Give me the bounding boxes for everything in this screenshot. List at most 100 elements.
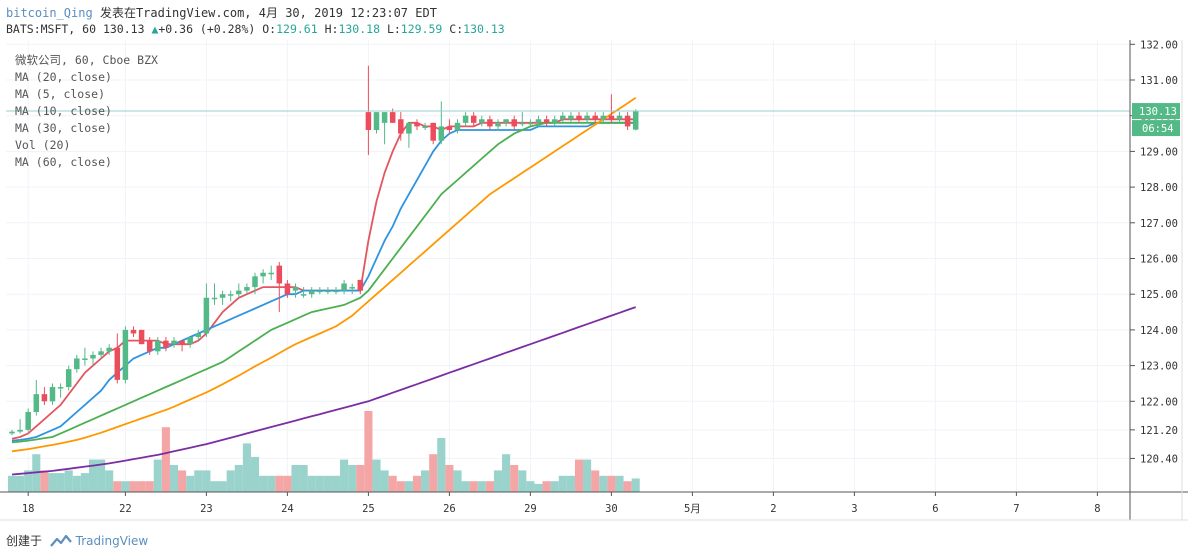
- volume-bar: [526, 481, 535, 492]
- legend-ma20[interactable]: MA (20, close): [15, 70, 112, 84]
- time-tick-label: 25: [362, 503, 375, 515]
- volume-bar: [275, 475, 284, 492]
- volume-bar: [80, 473, 89, 492]
- last-price-badge: [1132, 103, 1180, 120]
- legend-ma30[interactable]: MA (30, close): [15, 121, 112, 135]
- volume-bar: [421, 470, 430, 492]
- candle-body: [163, 340, 169, 348]
- volume-bar: [558, 475, 567, 492]
- volume-bar: [323, 475, 332, 492]
- candle-body: [171, 340, 177, 345]
- candle-body: [381, 112, 388, 123]
- volume-bar: [372, 459, 381, 492]
- candle-body: [268, 272, 274, 275]
- legend-ma60[interactable]: MA (60, close): [15, 155, 112, 169]
- candle-body: [600, 115, 607, 120]
- candle-body: [519, 122, 526, 125]
- candle-body: [511, 119, 517, 127]
- candle-body: [260, 272, 266, 277]
- volume-bar: [121, 481, 130, 492]
- volume-bar: [493, 470, 503, 492]
- tradingview-brand[interactable]: TradingView: [75, 534, 149, 548]
- candle-body: [195, 333, 202, 338]
- volume-bar: [437, 438, 446, 492]
- time-tick-label: 8: [1094, 503, 1100, 515]
- price-tick-label: 122.00: [1140, 396, 1178, 408]
- quote-line: BATS:MSFT, 60 130.13 ▲+0.36 (+0.28%) O:1…: [6, 22, 505, 36]
- legend-ma5[interactable]: MA (5, close): [15, 87, 106, 101]
- volume-bar: [218, 481, 227, 492]
- volume-bar: [169, 465, 179, 492]
- candle-body: [65, 369, 72, 388]
- volume-bar: [534, 483, 543, 492]
- candle-body: [446, 126, 453, 130]
- last-price: 130.13: [102, 22, 145, 36]
- candle-body: [284, 283, 291, 295]
- candle-body: [57, 387, 64, 389]
- price-tick-label: 132.00: [1140, 39, 1178, 51]
- legend-series-title[interactable]: 微软公司, 60, Cboe BZX: [15, 53, 158, 67]
- candle-body: [138, 329, 145, 345]
- candle-body: [389, 112, 396, 123]
- candle-body: [406, 122, 412, 134]
- candle-body: [576, 115, 582, 120]
- volume-bar: [412, 475, 422, 492]
- volume-bar: [137, 481, 146, 492]
- volume-bar: [186, 475, 195, 492]
- volume-bar: [299, 465, 308, 492]
- volume-bar: [242, 443, 251, 492]
- chart-header: bitcoin_Qing 发表在TradingView.com, 4月 30, …: [6, 4, 437, 21]
- ma-line: [11, 97, 637, 453]
- price-tick-label: 120.40: [1140, 453, 1178, 465]
- candle-body: [422, 126, 428, 128]
- volume-bar: [72, 475, 81, 492]
- up-arrow-icon: ▲: [151, 22, 159, 36]
- ma-line: [11, 121, 636, 444]
- candle-body: [430, 122, 436, 141]
- volume-bar: [445, 465, 454, 492]
- high-label: H:: [324, 22, 339, 36]
- volume-bar: [502, 454, 511, 492]
- price-tick-label: 124.00: [1140, 325, 1178, 337]
- candle-body: [365, 112, 372, 130]
- candle-body: [130, 329, 137, 334]
- candle-body: [543, 119, 550, 123]
- volume-bar: [226, 470, 235, 492]
- publish-info: 发表在TradingView.com, 4月 30, 2019 12:23:07…: [99, 6, 437, 20]
- candle-body: [74, 358, 80, 370]
- volume-bar: [48, 473, 57, 492]
- candle-body: [98, 351, 104, 355]
- close-value: 130.13: [463, 22, 505, 36]
- candle-body: [568, 115, 574, 120]
- time-tick-label: 24: [281, 503, 294, 515]
- symbol-label: BATS:MSFT, 60: [6, 22, 97, 36]
- time-tick-label: 26: [443, 503, 456, 515]
- candle-body: [236, 290, 242, 295]
- candle-body: [41, 394, 48, 402]
- time-tick-label: 5月: [684, 503, 701, 515]
- volume-bar: [250, 456, 260, 492]
- candle-body: [584, 115, 590, 120]
- legend-vol20[interactable]: Vol (20): [15, 138, 71, 152]
- candle-body: [155, 340, 161, 352]
- candle-body: [551, 119, 558, 123]
- author-name[interactable]: bitcoin_Qing: [6, 6, 93, 20]
- footer: 创建于 TradingView: [6, 532, 148, 549]
- price-tick-label: 127.00: [1140, 218, 1178, 230]
- candle-body: [252, 276, 258, 288]
- candle-body: [122, 329, 129, 380]
- candle-body: [106, 347, 112, 352]
- volume-bar: [105, 470, 114, 492]
- tradingview-logo-icon: [50, 534, 72, 547]
- price-change: +0.36 (+0.28%): [158, 22, 256, 36]
- volume-bar: [623, 481, 632, 492]
- candle-body: [146, 340, 153, 352]
- volume-bar: [380, 470, 389, 492]
- candle-body: [535, 119, 542, 123]
- low-label: L:: [386, 22, 401, 36]
- volume-bar: [477, 481, 486, 492]
- candle-body: [9, 431, 15, 434]
- legend-ma10[interactable]: MA (10, close): [15, 104, 112, 118]
- time-tick-label: 30: [605, 503, 618, 515]
